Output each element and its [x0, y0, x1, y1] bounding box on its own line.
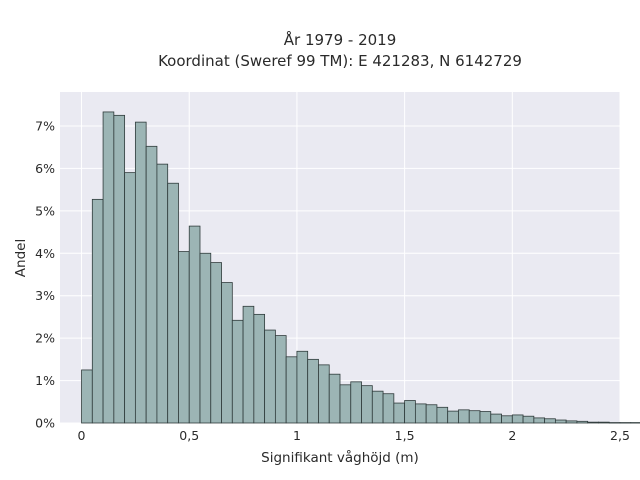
histogram-bar: [511, 414, 524, 424]
histogram-bar: [587, 421, 599, 424]
x-tick-label: 1,5: [395, 428, 415, 443]
histogram-bar: [91, 198, 104, 424]
histogram-bar: [533, 417, 546, 424]
y-axis-label: Andel: [13, 239, 29, 277]
histogram-bar: [156, 163, 169, 424]
histogram-bar: [371, 390, 384, 424]
x-axis-label: Signifikant våghöjd (m): [261, 449, 419, 466]
histogram-bar: [242, 305, 255, 424]
y-tick-label: 3%: [35, 288, 55, 303]
histogram-bar: [102, 111, 115, 424]
histogram-bar: [447, 410, 459, 424]
histogram-bar: [490, 413, 502, 424]
histogram-bar: [124, 172, 136, 424]
histogram-bar: [307, 358, 319, 424]
histogram-bar: [382, 393, 395, 424]
y-tick-label: 5%: [35, 203, 55, 218]
histogram-bar: [221, 282, 233, 424]
histogram-bar: [404, 400, 416, 424]
bars: [81, 111, 640, 424]
histogram-bar: [81, 369, 93, 424]
histogram-bar: [339, 384, 352, 424]
histogram-bar: [414, 403, 427, 424]
histogram-bar: [328, 373, 341, 424]
histogram-bar: [318, 364, 330, 424]
histogram-bar: [188, 225, 201, 424]
chart-title: År 1979 - 2019: [284, 30, 397, 49]
x-tick-label: 2: [508, 428, 516, 443]
histogram-bar: [167, 182, 179, 424]
chart-subtitle: Koordinat (Sweref 99 TM): E 421283, N 61…: [158, 52, 522, 70]
y-tick-label: 7%: [35, 118, 55, 133]
y-tick-label: 4%: [35, 246, 55, 261]
histogram-bar: [554, 419, 567, 424]
histogram-bar: [501, 415, 513, 424]
histogram-bar: [565, 420, 578, 424]
histogram-bar: [361, 385, 373, 424]
histogram-bar: [436, 406, 449, 424]
histogram-bar: [544, 418, 556, 424]
histogram-bar: [608, 422, 621, 424]
histogram-bar: [264, 329, 276, 424]
x-tick-label: 0: [78, 428, 86, 443]
histogram-bar: [350, 381, 362, 424]
histogram-bar: [393, 402, 406, 424]
y-tick-label: 2%: [35, 331, 55, 346]
histogram-bar: [425, 404, 438, 424]
y-tick-label: 6%: [35, 161, 55, 176]
histogram-bar: [134, 121, 147, 424]
x-tick-label: 0,5: [179, 428, 199, 443]
x-tick-label: 2,5: [610, 428, 630, 443]
histogram-bar: [458, 409, 470, 424]
histogram-bar: [145, 145, 158, 424]
histogram-bar: [630, 422, 640, 424]
histogram-bar: [285, 356, 298, 424]
histogram-bar: [231, 319, 244, 424]
histogram-bar: [619, 422, 632, 424]
histogram-bar: [468, 410, 481, 424]
histogram-bar: [598, 421, 610, 424]
histogram-bar: [210, 262, 222, 424]
y-tick-label: 0%: [35, 416, 55, 431]
histogram-bar: [576, 420, 589, 424]
histogram-bar: [274, 335, 287, 424]
histogram-bar: [296, 350, 309, 424]
x-tick-label: 1: [293, 428, 301, 443]
histogram-bar: [522, 415, 535, 424]
histogram-bar: [178, 251, 190, 424]
histogram-bar: [479, 411, 492, 424]
tick-labels: 0 0,5 1 1,5 2 2,5 0% 1% 2% 3% 4% 5% 6% 7%: [35, 118, 630, 443]
histogram-bar: [199, 252, 212, 424]
y-tick-label: 1%: [35, 373, 55, 388]
histogram-bar: [253, 313, 266, 424]
histogram-bar: [113, 114, 126, 424]
